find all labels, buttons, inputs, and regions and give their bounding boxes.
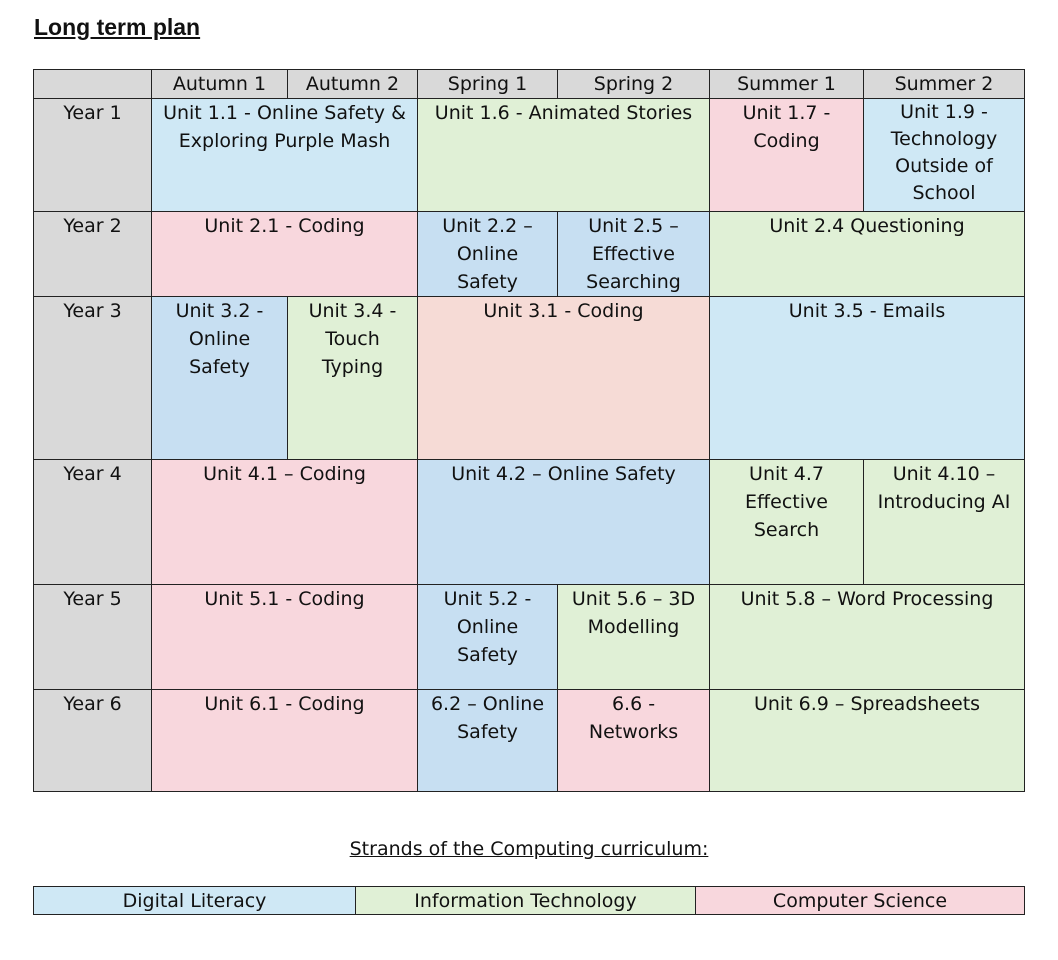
year-label: Year 2 <box>33 211 152 297</box>
unit-cell-2-2: Unit 2.2 – Online Safety <box>417 211 558 297</box>
year-3-row: Year 3 Unit 3.2 - Online Safety Unit 3.4… <box>33 296 1025 460</box>
unit-cell-3-1: Unit 3.1 - Coding <box>417 296 710 460</box>
unit-cell-1-7: Unit 1.7 - Coding <box>709 98 864 212</box>
unit-cell-5-1: Unit 5.1 - Coding <box>151 584 418 690</box>
unit-cell-4-2: Unit 4.2 – Online Safety <box>417 459 710 585</box>
year-label: Year 1 <box>33 98 152 212</box>
unit-cell-3-4: Unit 3.4 - Touch Typing <box>287 296 418 460</box>
header-summer-2: Summer 2 <box>863 69 1025 99</box>
header-row: Autumn 1 Autumn 2 Spring 1 Spring 2 Summ… <box>33 69 1025 99</box>
unit-cell-6-2: 6.2 – Online Safety <box>417 689 558 792</box>
unit-cell-1-6: Unit 1.6 - Animated Stories <box>417 98 710 212</box>
strands-legend: Digital Literacy Information Technology … <box>33 886 1025 915</box>
unit-cell-5-2: Unit 5.2 - Online Safety <box>417 584 558 690</box>
header-autumn-1: Autumn 1 <box>151 69 288 99</box>
legend-digital-literacy: Digital Literacy <box>33 886 356 915</box>
unit-cell-2-1: Unit 2.1 - Coding <box>151 211 418 297</box>
unit-cell-5-6: Unit 5.6 – 3D Modelling <box>557 584 710 690</box>
unit-cell-4-10: Unit 4.10 – Introducing AI <box>863 459 1025 585</box>
year-4-row: Year 4 Unit 4.1 – Coding Unit 4.2 – Onli… <box>33 459 1025 585</box>
unit-cell-4-7: Unit 4.7 Effective Search <box>709 459 864 585</box>
header-autumn-2: Autumn 2 <box>287 69 418 99</box>
unit-cell-1-9: Unit 1.9 - Technology Outside of School <box>863 98 1025 212</box>
unit-cell-6-6: 6.6 - Networks <box>557 689 710 792</box>
unit-cell-2-5: Unit 2.5 – Effective Searching <box>557 211 710 297</box>
unit-cell-6-1: Unit 6.1 - Coding <box>151 689 418 792</box>
unit-cell-2-4: Unit 2.4 Questioning <box>709 211 1025 297</box>
header-spring-2: Spring 2 <box>557 69 710 99</box>
year-label: Year 3 <box>33 296 152 460</box>
long-term-plan-table: Autumn 1 Autumn 2 Spring 1 Spring 2 Summ… <box>33 69 1025 792</box>
year-5-row: Year 5 Unit 5.1 - Coding Unit 5.2 - Onli… <box>33 584 1025 690</box>
header-corner-cell <box>33 69 152 99</box>
unit-cell-3-5: Unit 3.5 - Emails <box>709 296 1025 460</box>
unit-cell-6-9: Unit 6.9 – Spreadsheets <box>709 689 1025 792</box>
year-label: Year 5 <box>33 584 152 690</box>
year-label: Year 4 <box>33 459 152 585</box>
year-6-row: Year 6 Unit 6.1 - Coding 6.2 – Online Sa… <box>33 689 1025 792</box>
unit-cell-3-2: Unit 3.2 - Online Safety <box>151 296 288 460</box>
legend-title: Strands of the Computing curriculum: <box>349 838 709 860</box>
page-title: Long term plan <box>34 14 201 40</box>
unit-cell-4-1: Unit 4.1 – Coding <box>151 459 418 585</box>
year-label: Year 6 <box>33 689 152 792</box>
unit-cell-1-1: Unit 1.1 - Online Safety & Exploring Pur… <box>151 98 418 212</box>
year-1-row: Year 1 Unit 1.1 - Online Safety & Explor… <box>33 98 1025 212</box>
unit-cell-5-8: Unit 5.8 – Word Processing <box>709 584 1025 690</box>
year-2-row: Year 2 Unit 2.1 - Coding Unit 2.2 – Onli… <box>33 211 1025 297</box>
header-summer-1: Summer 1 <box>709 69 864 99</box>
legend-information-technology: Information Technology <box>355 886 696 915</box>
header-spring-1: Spring 1 <box>417 69 558 99</box>
legend-computer-science: Computer Science <box>695 886 1025 915</box>
